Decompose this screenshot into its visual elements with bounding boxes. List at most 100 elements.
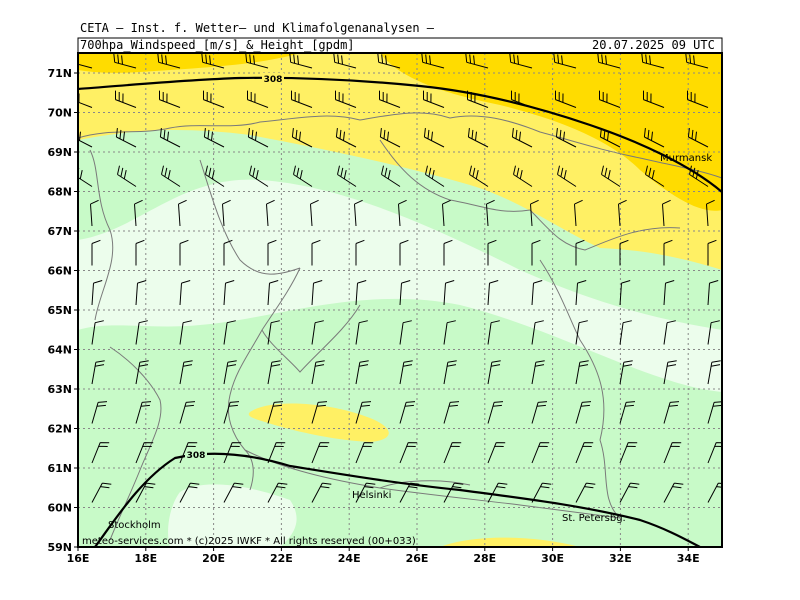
wind-barb xyxy=(78,93,93,108)
wind-barb xyxy=(178,199,187,227)
wind-barb xyxy=(91,482,112,503)
lon-label: 26E xyxy=(406,552,429,565)
wind-barb xyxy=(159,128,181,148)
wind-barb xyxy=(509,53,533,69)
wind-barb xyxy=(707,482,722,503)
wind-barb xyxy=(399,239,409,266)
wind-barb xyxy=(575,482,596,503)
wind-barb xyxy=(555,128,577,148)
wind-barb xyxy=(513,165,533,187)
wind-barb xyxy=(337,165,357,187)
wind-barb xyxy=(706,199,715,227)
wind-barb xyxy=(311,401,328,424)
wind-barb xyxy=(553,53,577,69)
lon-label: 28E xyxy=(473,552,496,565)
wind-barb xyxy=(531,239,541,266)
wind-barb xyxy=(619,280,631,306)
wind-barb xyxy=(381,165,401,187)
wind-barb xyxy=(399,320,412,345)
wind-barb xyxy=(223,280,235,306)
wind-barb xyxy=(91,442,110,464)
wind-barb xyxy=(135,280,147,306)
wind-barb xyxy=(379,128,401,148)
wind-barb xyxy=(179,442,198,464)
wind-barb xyxy=(619,239,629,266)
wind-barb xyxy=(222,199,231,227)
city-helsinki: Helsinki xyxy=(352,490,391,501)
coastlines xyxy=(78,112,722,541)
wind-barb xyxy=(267,442,286,464)
wind-barb xyxy=(355,360,369,385)
wind-barb xyxy=(663,280,675,306)
title-box xyxy=(77,37,723,54)
wind-barb xyxy=(443,280,455,306)
wind-barb xyxy=(311,239,321,266)
wind-barb xyxy=(78,167,93,187)
lat-label: 59N xyxy=(47,541,72,554)
lat-label: 70N xyxy=(47,107,72,120)
wind-barb xyxy=(421,53,445,69)
wind-band-very-light-green xyxy=(78,179,722,392)
wind-barb xyxy=(487,360,501,385)
wind-barb xyxy=(465,53,489,69)
wind-barb xyxy=(266,199,275,227)
wind-barb xyxy=(354,199,363,227)
wind-barb xyxy=(531,280,543,306)
wind-barb xyxy=(487,320,500,345)
wind-band-yellow-south xyxy=(440,537,580,547)
wind-barb xyxy=(663,320,676,345)
lon-label: 22E xyxy=(270,552,293,565)
wind-barb xyxy=(707,239,717,266)
wind-barb xyxy=(601,165,621,187)
footer-credit: meteo-services.com * (c)2025 IWKF * All … xyxy=(82,536,416,547)
wind-barb xyxy=(115,128,137,148)
lon-label: 34E xyxy=(677,552,700,565)
wind-barb xyxy=(487,482,508,503)
wind-barb xyxy=(619,320,632,345)
contour-label-north: 308 xyxy=(264,75,283,85)
wind-barb xyxy=(223,482,244,503)
wind-barb xyxy=(575,401,592,424)
wind-barb xyxy=(91,280,103,306)
wind-barb xyxy=(157,53,181,69)
wind-barb xyxy=(115,90,137,108)
wind-barb xyxy=(443,442,462,464)
wind-barb xyxy=(247,90,269,108)
wind-barb xyxy=(597,53,621,69)
wind-barb xyxy=(531,442,550,464)
wind-barb xyxy=(399,280,411,306)
wind-barb xyxy=(423,90,445,108)
wind-barb xyxy=(291,128,313,148)
wind-barb xyxy=(662,199,671,227)
wind-barb xyxy=(355,482,376,503)
wind-barb xyxy=(487,401,504,424)
lat-label: 65N xyxy=(47,304,72,317)
wind-barb xyxy=(443,401,460,424)
wind-barb xyxy=(575,239,585,266)
wind-barb xyxy=(555,90,577,108)
lat-lon-grid xyxy=(78,53,722,547)
lat-label: 62N xyxy=(47,423,72,436)
wind-band-yellow-patch xyxy=(248,403,389,442)
wind-barb xyxy=(311,360,325,385)
wind-barb xyxy=(78,131,93,148)
wind-barb xyxy=(531,320,544,345)
wind-barb xyxy=(531,482,552,503)
wind-barb xyxy=(90,199,99,227)
wind-barb xyxy=(311,280,323,306)
wind-barb xyxy=(201,53,225,69)
wind-barb xyxy=(355,442,374,464)
wind-barb xyxy=(619,360,633,385)
wind-barb xyxy=(469,165,489,187)
wind-barb xyxy=(223,360,237,385)
wind-barb xyxy=(223,320,236,345)
wind-barb xyxy=(379,90,401,108)
lat-label: 64N xyxy=(47,344,72,357)
lat-label: 69N xyxy=(47,146,72,159)
wind-barb xyxy=(707,442,722,464)
wind-barb xyxy=(467,128,489,148)
wind-barb xyxy=(557,165,577,187)
wind-barb xyxy=(161,165,181,187)
wind-barb xyxy=(247,128,269,148)
